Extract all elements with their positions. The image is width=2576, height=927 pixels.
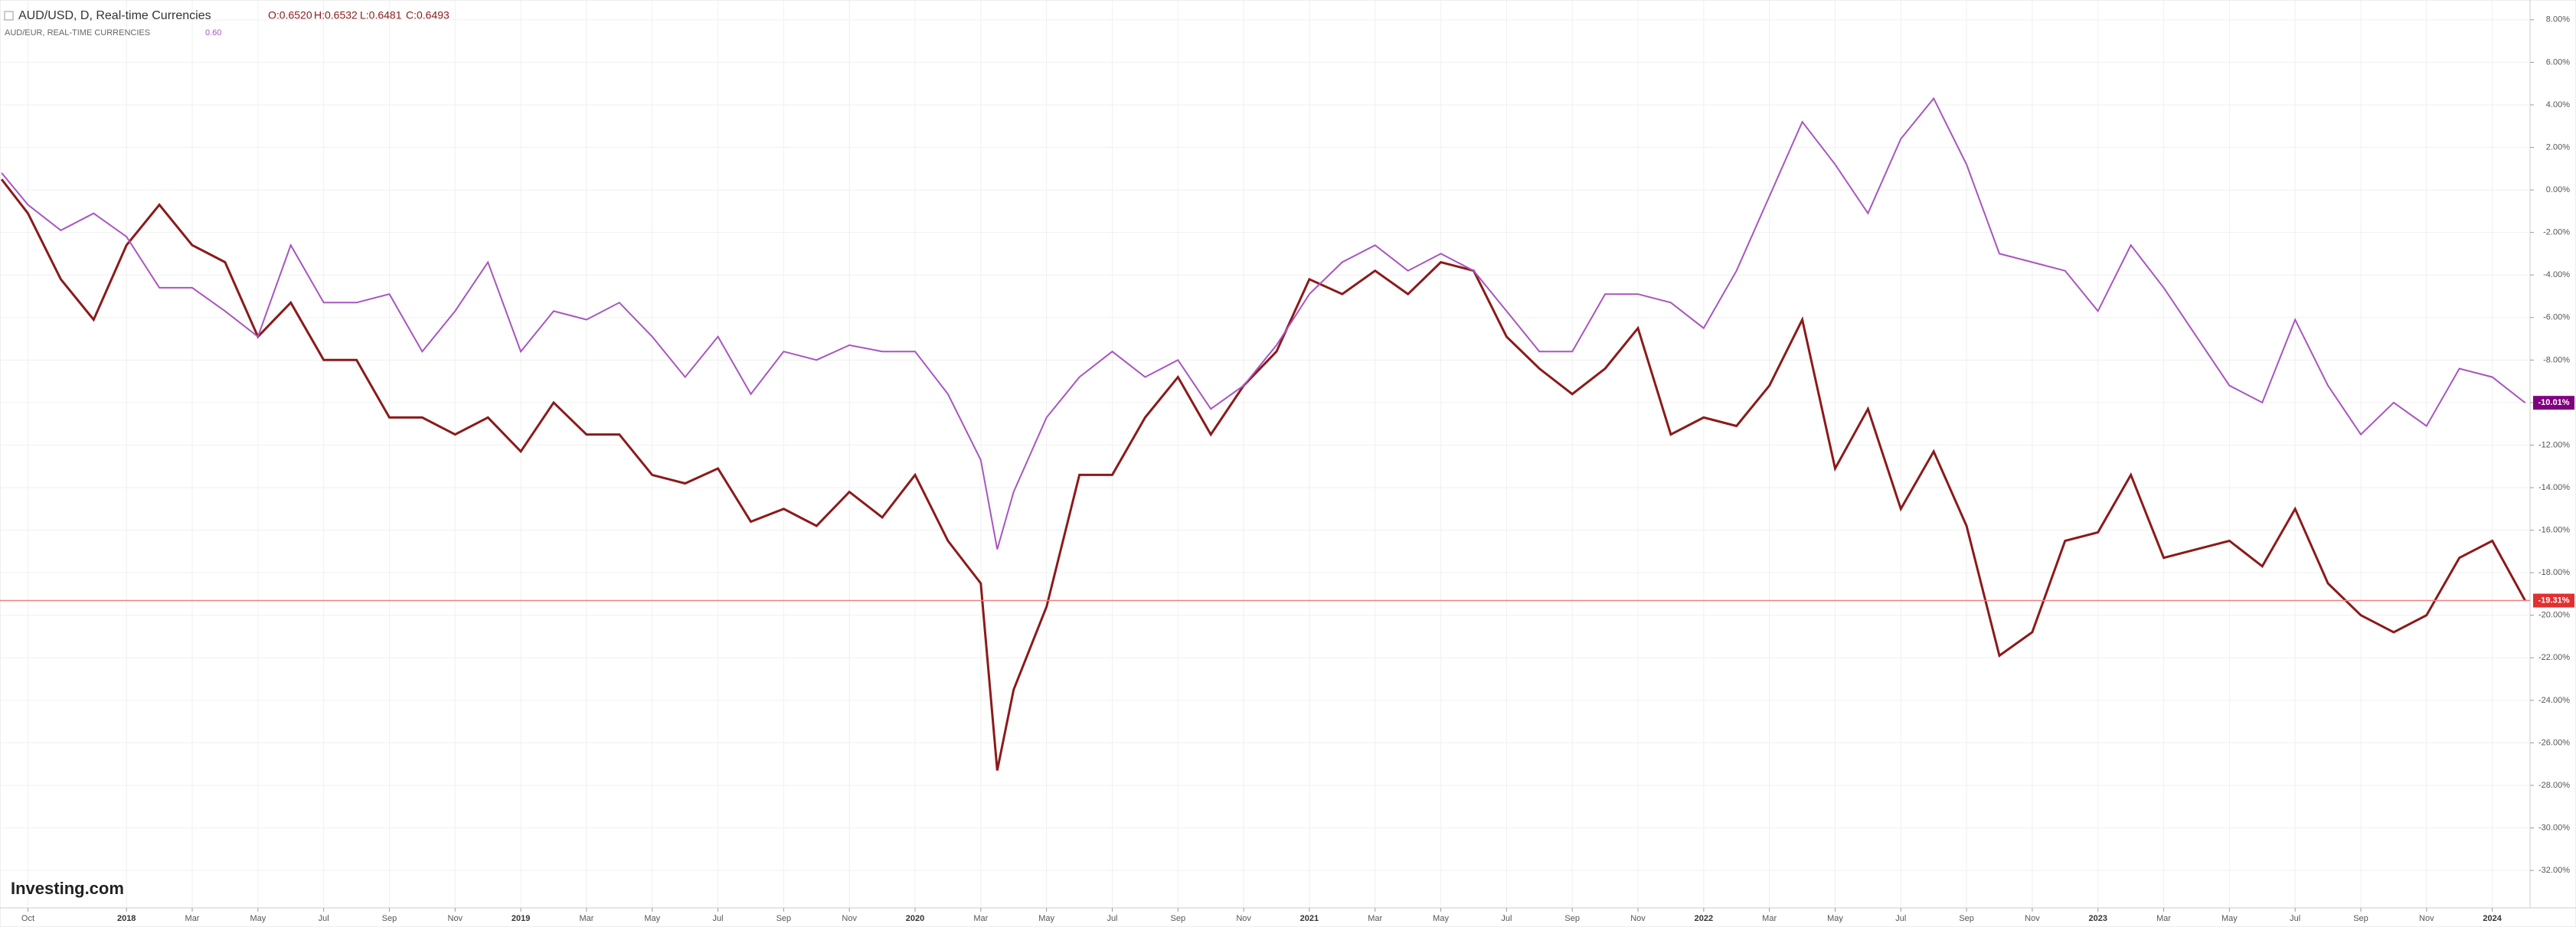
last-value-badge (2533, 593, 2574, 608)
y-tick-label: 2.00% (2546, 142, 2570, 152)
y-tick-label: -20.00% (2538, 611, 2570, 620)
x-tick-label: Jul (2290, 914, 2300, 923)
x-tick-label: Jul (1107, 914, 1117, 923)
grid (0, 0, 2530, 908)
x-tick-label: Jul (319, 914, 329, 923)
x-tick-label: 2021 (1300, 914, 1319, 923)
y-tick-label: -12.00% (2538, 440, 2570, 449)
x-tick-label: Mar (1368, 914, 1382, 923)
ohlc-close: C:0.6493 (406, 9, 449, 21)
x-tick-label: May (1038, 914, 1054, 923)
x-tick-label: Sep (1959, 914, 1974, 923)
y-tick-label: -28.00% (2538, 781, 2570, 790)
y-tick-label: 4.00% (2546, 100, 2570, 109)
x-tick-label: Sep (2353, 914, 2368, 923)
x-tick-label: Oct (21, 914, 34, 923)
y-tick-label: -4.00% (2543, 270, 2570, 279)
y-tick-label: -8.00% (2543, 355, 2570, 364)
compare-value: 0.60 (205, 28, 221, 38)
x-tick-label: 2019 (512, 914, 530, 923)
y-tick-label: -24.00% (2538, 696, 2570, 705)
x-tick-label: Mar (1762, 914, 1777, 923)
x-tick-label: Nov (2419, 914, 2434, 923)
y-tick-label: 0.00% (2546, 185, 2570, 194)
last-value-label: -10.01% (2538, 398, 2570, 407)
x-tick-label: Mar (185, 914, 200, 923)
x-tick-label: Nov (448, 914, 463, 923)
x-tick-label: Sep (776, 914, 792, 923)
ohlc-low: L:0.6481 (360, 9, 402, 21)
y-tick-label: -2.00% (2543, 228, 2570, 237)
x-tick-label: May (644, 914, 660, 923)
y-tick-label: -14.00% (2538, 483, 2570, 492)
x-tick-label: Nov (1630, 914, 1646, 923)
y-tick-label: -32.00% (2538, 866, 2570, 875)
compare-symbol: AUD/EUR, REAL-TIME CURRENCIES (5, 28, 150, 38)
x-tick-label: 2022 (1695, 914, 1713, 923)
x-tick-label: Sep (1171, 914, 1186, 923)
x-tick-label: Sep (1564, 914, 1580, 923)
x-tick-label: Nov (2025, 914, 2040, 923)
x-tick-label: May (250, 914, 266, 923)
x-tick-label: Sep (382, 914, 397, 923)
x-tick-label: 2020 (906, 914, 924, 923)
y-tick-label: -26.00% (2538, 738, 2570, 747)
last-value-label: -19.31% (2538, 596, 2570, 605)
y-tick-label: 8.00% (2546, 15, 2570, 24)
x-tick-label: Mar (579, 914, 593, 923)
x-tick-label: May (1827, 914, 1843, 923)
x-tick-label: 2018 (117, 914, 136, 923)
y-tick-label: -18.00% (2538, 568, 2570, 577)
series-line (1, 96, 2526, 550)
x-tick-label: Nov (842, 914, 857, 923)
x-tick-label: Mar (973, 914, 988, 923)
x-tick-label: 2023 (2089, 914, 2107, 923)
symbol-title: AUD/USD, D, Real-time Currencies (18, 9, 211, 22)
x-tick-label: May (1433, 914, 1449, 923)
ohlc-open: O:0.6520 (268, 9, 312, 21)
y-tick-label: 6.00% (2546, 57, 2570, 67)
brand: Investing.com (11, 879, 124, 898)
x-tick-label: Nov (1236, 914, 1251, 923)
collapse-icon[interactable] (4, 11, 14, 21)
y-tick-label: -16.00% (2538, 526, 2570, 535)
y-tick-label: -30.00% (2538, 823, 2570, 832)
x-tick-label: Jul (1895, 914, 1906, 923)
y-tick-label: -6.00% (2543, 313, 2570, 322)
header: AUD/USD, D, Real-time Currencies O:0.652… (4, 9, 449, 38)
ohlc-high: H:0.6532 (314, 9, 358, 21)
x-tick-label: May (2221, 914, 2238, 923)
x-tick-label: Jul (713, 914, 724, 923)
last-value-badge (2533, 396, 2574, 410)
y-tick-label: -22.00% (2538, 653, 2570, 662)
x-tick-label: 2024 (2483, 914, 2502, 923)
x-tick-label: Jul (1501, 914, 1512, 923)
plot (0, 96, 2530, 771)
x-tick-label: Mar (2156, 914, 2171, 923)
